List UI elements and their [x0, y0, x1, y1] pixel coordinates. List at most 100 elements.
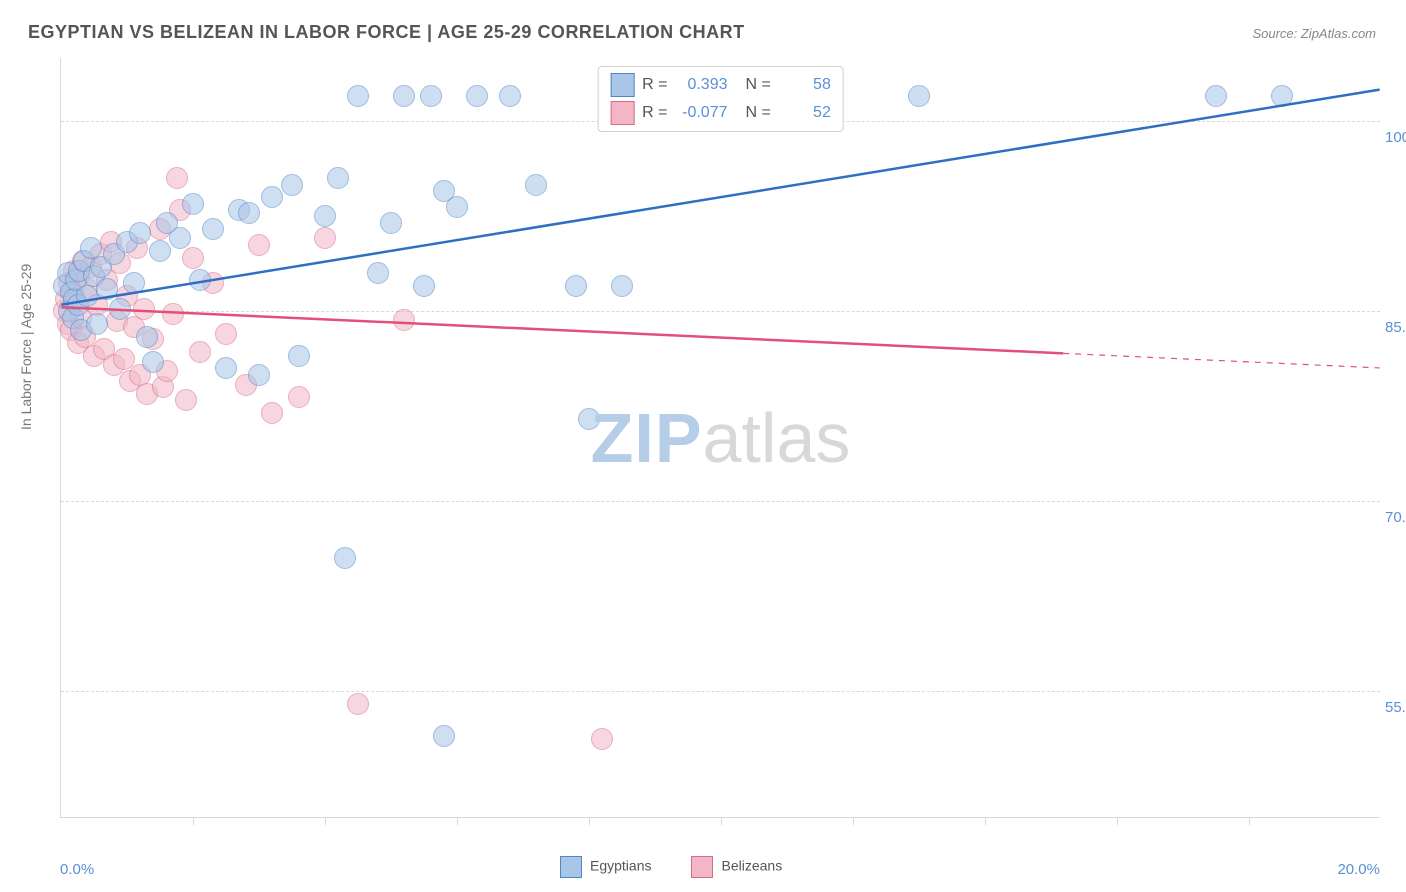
- data-point: [182, 193, 204, 215]
- data-point: [109, 298, 131, 320]
- chart-title: EGYPTIAN VS BELIZEAN IN LABOR FORCE | AG…: [28, 22, 745, 43]
- chart-container: EGYPTIAN VS BELIZEAN IN LABOR FORCE | AG…: [0, 0, 1406, 892]
- data-point: [1205, 85, 1227, 107]
- data-point: [129, 222, 151, 244]
- data-point: [123, 272, 145, 294]
- gridline: [61, 691, 1380, 692]
- data-point: [261, 186, 283, 208]
- legend-label: Egyptians: [590, 858, 651, 874]
- legend-correlation-row: R = -0.077 N = 52: [610, 99, 831, 127]
- legend-r-label: R =: [642, 76, 667, 94]
- data-point: [591, 728, 613, 750]
- x-tick: [721, 817, 722, 825]
- x-axis-max-label: 20.0%: [1337, 861, 1380, 878]
- legend-n-label: N =: [746, 104, 771, 122]
- y-axis-label: In Labor Force | Age 25-29: [18, 264, 34, 430]
- watermark-part2: atlas: [703, 399, 851, 477]
- legend-r-label: R =: [642, 104, 667, 122]
- data-point: [162, 303, 184, 325]
- data-point: [334, 547, 356, 569]
- gridline: [61, 311, 1380, 312]
- gridline: [61, 501, 1380, 502]
- legend-n-value: 52: [779, 104, 831, 122]
- data-point: [367, 262, 389, 284]
- data-point: [347, 693, 369, 715]
- legend-r-value: 0.393: [676, 76, 728, 94]
- x-tick: [589, 817, 590, 825]
- data-point: [248, 234, 270, 256]
- data-point: [413, 275, 435, 297]
- data-point: [189, 269, 211, 291]
- data-point: [433, 725, 455, 747]
- data-point: [525, 174, 547, 196]
- data-point: [136, 326, 158, 348]
- watermark-part1: ZIP: [591, 399, 703, 477]
- data-point: [288, 386, 310, 408]
- data-point: [238, 202, 260, 224]
- legend-swatch: [610, 101, 634, 125]
- data-point: [420, 85, 442, 107]
- data-point: [393, 85, 415, 107]
- data-point: [169, 227, 191, 249]
- data-point: [1271, 85, 1293, 107]
- y-tick-label: 85.0%: [1385, 319, 1406, 336]
- data-point: [499, 85, 521, 107]
- data-point: [261, 402, 283, 424]
- data-point: [314, 227, 336, 249]
- x-tick: [325, 817, 326, 825]
- data-point: [175, 389, 197, 411]
- data-point: [466, 85, 488, 107]
- data-point: [96, 278, 118, 300]
- y-tick-label: 55.0%: [1385, 699, 1406, 716]
- data-point: [215, 323, 237, 345]
- x-axis-min-label: 0.0%: [60, 861, 94, 878]
- data-point: [202, 218, 224, 240]
- data-point: [908, 85, 930, 107]
- series-legend: Egyptians Belizeans: [560, 856, 782, 878]
- legend-swatch: [610, 73, 634, 97]
- data-point: [182, 247, 204, 269]
- data-point: [578, 408, 600, 430]
- legend-swatch: [691, 856, 713, 878]
- trend-lines-svg: [61, 58, 1380, 817]
- data-point: [248, 364, 270, 386]
- legend-label: Belizeans: [721, 858, 782, 874]
- legend-item: Egyptians: [560, 856, 651, 878]
- data-point: [76, 285, 98, 307]
- x-tick: [1249, 817, 1250, 825]
- correlation-legend: R = 0.393 N = 58 R = -0.077 N = 52: [597, 66, 844, 132]
- data-point: [565, 275, 587, 297]
- data-point: [314, 205, 336, 227]
- data-point: [149, 240, 171, 262]
- data-point: [166, 167, 188, 189]
- data-point: [189, 341, 211, 363]
- y-tick-label: 70.0%: [1385, 509, 1406, 526]
- data-point: [86, 313, 108, 335]
- legend-n-label: N =: [746, 76, 771, 94]
- data-point: [133, 298, 155, 320]
- legend-item: Belizeans: [691, 856, 782, 878]
- data-point: [215, 357, 237, 379]
- data-point: [281, 174, 303, 196]
- plot-area: ZIPatlas R =0.393N =58R =-0.077N =52 55.…: [60, 58, 1380, 818]
- data-point: [142, 351, 164, 373]
- x-tick: [985, 817, 986, 825]
- x-tick: [1117, 817, 1118, 825]
- watermark: ZIPatlas: [591, 398, 851, 478]
- x-tick: [457, 817, 458, 825]
- data-point: [446, 196, 468, 218]
- data-point: [611, 275, 633, 297]
- data-point: [393, 309, 415, 331]
- data-point: [288, 345, 310, 367]
- x-tick: [193, 817, 194, 825]
- data-point: [380, 212, 402, 234]
- legend-swatch: [560, 856, 582, 878]
- data-point: [327, 167, 349, 189]
- legend-n-value: 58: [779, 76, 831, 94]
- data-point: [347, 85, 369, 107]
- y-tick-label: 100.0%: [1385, 129, 1406, 146]
- legend-correlation-row: R = 0.393 N = 58: [610, 71, 831, 99]
- legend-r-value: -0.077: [676, 104, 728, 122]
- chart-source: Source: ZipAtlas.com: [1252, 26, 1376, 41]
- x-tick: [853, 817, 854, 825]
